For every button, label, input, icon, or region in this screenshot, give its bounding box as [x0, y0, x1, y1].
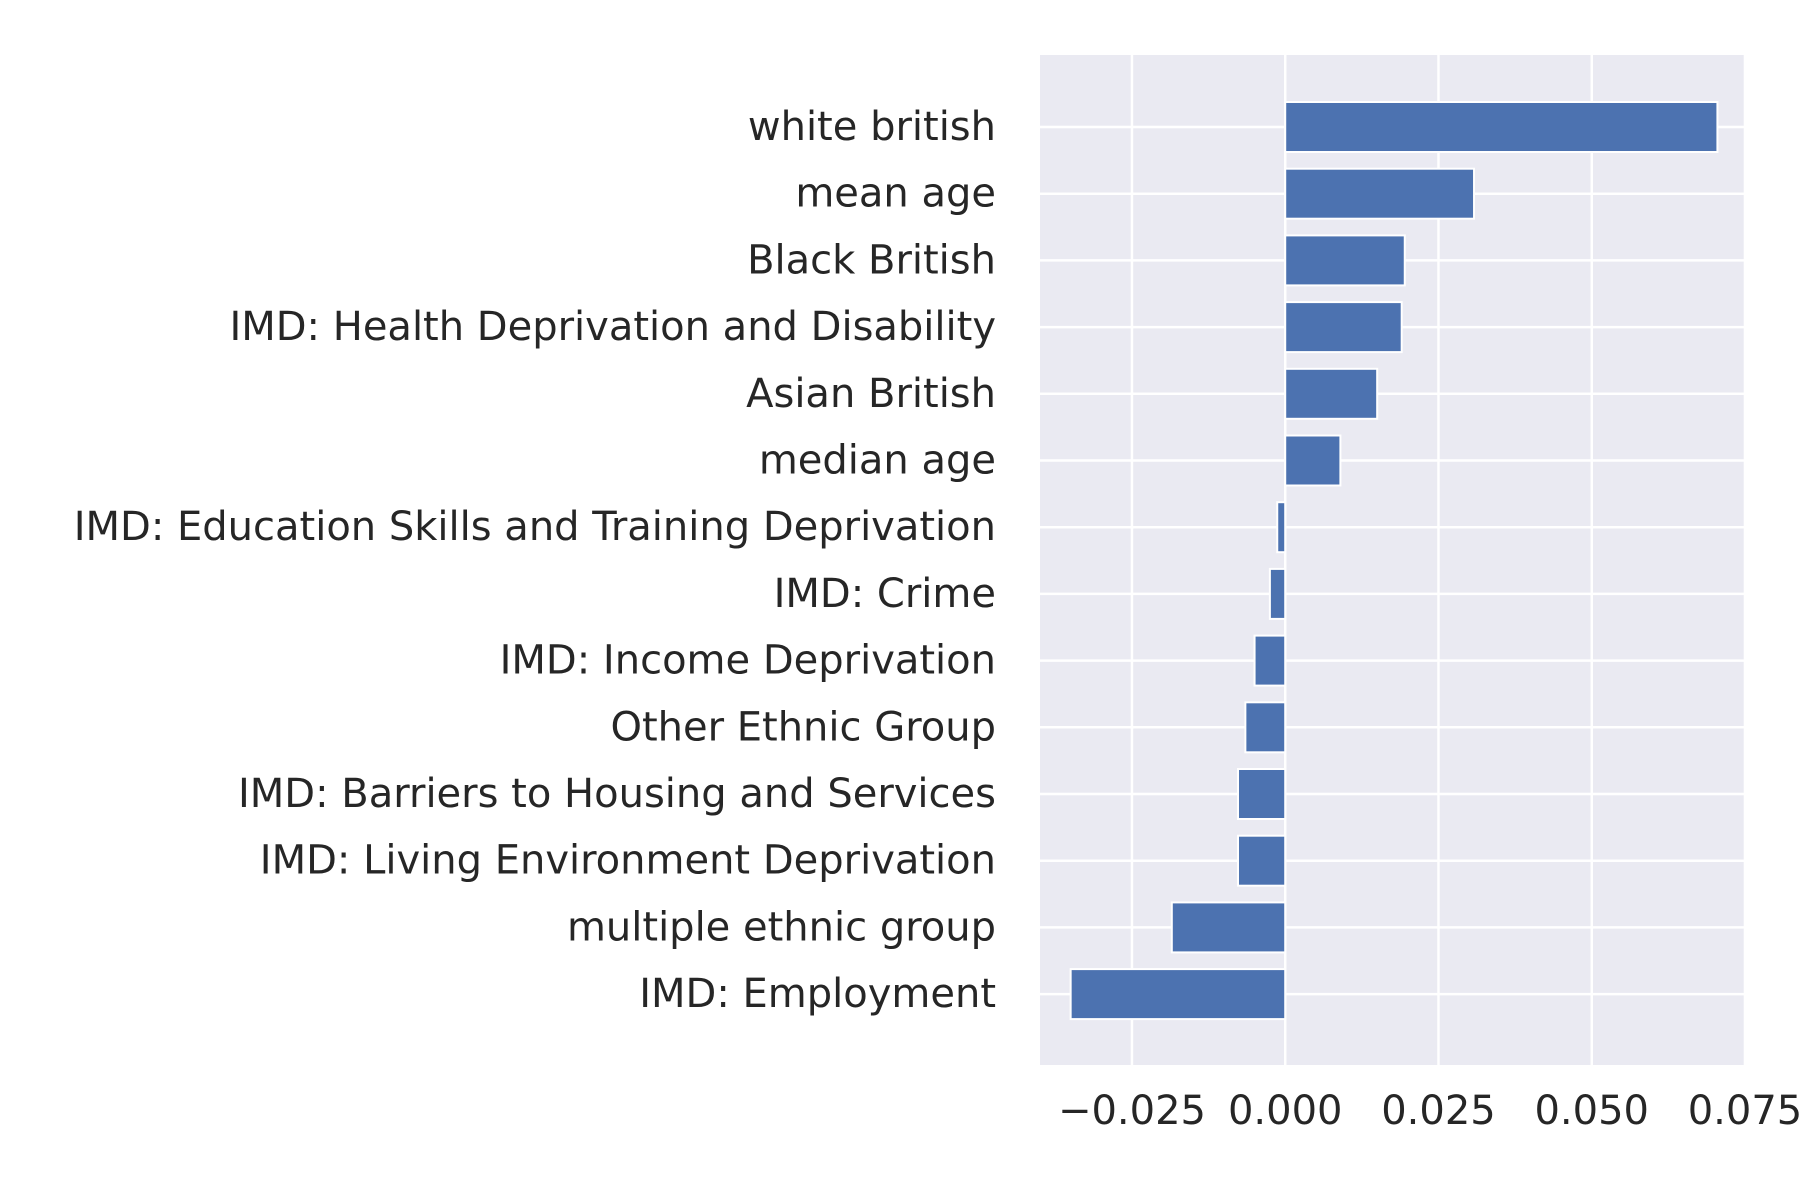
bars	[1069, 101, 1719, 1021]
bar-7	[1268, 567, 1287, 620]
x-tick-label-0: −0.025	[1058, 1088, 1206, 1134]
y-tick-label-2: Black British	[747, 237, 996, 283]
y-tick-label-10: IMD: Barriers to Housing and Services	[238, 771, 996, 817]
bar-4	[1284, 367, 1379, 420]
y-tick-label-9: Other Ethnic Group	[610, 704, 996, 750]
y-tick-label-8: IMD: Income Deprivation	[500, 638, 996, 684]
bar-10	[1237, 768, 1287, 820]
y-tick-label-1: mean age	[795, 171, 996, 217]
y-tick-label-12: multiple ethnic group	[567, 904, 996, 950]
y-tick-label-11: IMD: Living Environment Deprivation	[260, 838, 996, 884]
x-tick-label-2: 0.025	[1381, 1088, 1496, 1134]
x-tick-label-4: 0.075	[1688, 1088, 1800, 1134]
grid-lines	[1040, 55, 1747, 1065]
plot-area	[1040, 55, 1745, 1065]
y-tick-label-0: white british	[748, 104, 996, 150]
bar-6	[1276, 501, 1287, 554]
bar-11	[1237, 834, 1287, 887]
y-tick-label-3: IMD: Health Deprivation and Disability	[229, 304, 996, 350]
y-tick-label-7: IMD: Crime	[774, 571, 996, 617]
x-tick-labels: −0.025 0.000 0.025 0.050 0.075	[1058, 1088, 1800, 1134]
y-tick-label-13: IMD: Employment	[639, 971, 996, 1017]
y-tick-labels: white british mean age Black British IMD: H…	[74, 104, 996, 1017]
bar-9	[1244, 701, 1287, 754]
bar-5	[1284, 434, 1342, 487]
y-tick-label-6: IMD: Education Skills and Training Depri…	[74, 504, 996, 550]
x-tick-label-3: 0.050	[1534, 1088, 1649, 1134]
x-tick-label-1: 0.000	[1228, 1088, 1343, 1134]
bar-1	[1284, 167, 1476, 220]
bar-13	[1069, 968, 1287, 1021]
bar-2	[1284, 234, 1406, 287]
bar-0	[1284, 101, 1719, 153]
y-tick-label-5: median age	[759, 438, 996, 484]
bar-3	[1284, 301, 1403, 354]
y-tick-label-4: Asian British	[746, 371, 996, 417]
bar-12	[1170, 901, 1287, 954]
bar-8	[1253, 634, 1287, 687]
